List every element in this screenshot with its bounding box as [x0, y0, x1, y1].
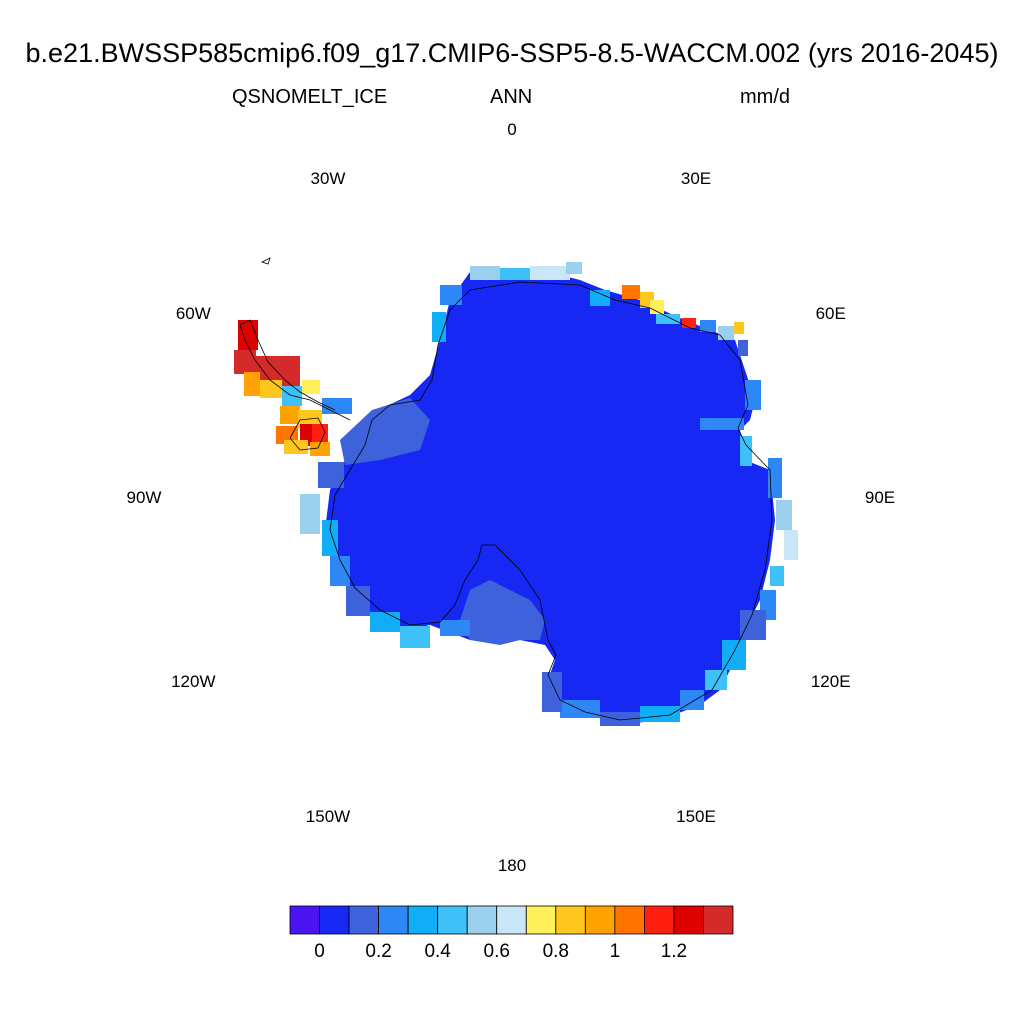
cell [432, 312, 446, 342]
colorbar-cell [525, 905, 557, 935]
colorbar-cells [289, 905, 734, 935]
coastal-cells [300, 262, 798, 726]
cell [622, 285, 640, 299]
longitude-label-90w: 90W [126, 488, 162, 507]
cell [734, 322, 744, 334]
cell [322, 520, 338, 556]
cell [282, 386, 302, 406]
period-label: ANN [490, 86, 533, 108]
colorbar-tick-label: 0.4 [424, 941, 451, 962]
cell [440, 285, 462, 305]
cell [745, 380, 761, 410]
cell [400, 626, 430, 648]
cell [680, 690, 704, 710]
cell [530, 266, 570, 280]
longitude-label-0: 0 [507, 120, 517, 139]
south-orkney-island [260, 257, 271, 265]
cell [370, 612, 400, 632]
colorbar-cell [378, 905, 409, 935]
cell [650, 300, 664, 314]
cell [500, 268, 530, 280]
colorbar-cell [289, 905, 320, 935]
colorbar-cell [496, 905, 527, 935]
longitude-label-180: 180 [497, 856, 527, 875]
coastlines [239, 257, 773, 721]
cell [600, 712, 640, 726]
cell [590, 290, 610, 306]
cell [700, 320, 716, 332]
cell [470, 266, 500, 280]
longitude-label-150e: 150E [676, 806, 716, 826]
cell [738, 340, 748, 356]
colorbar-cell [555, 905, 586, 935]
coastline-east [469, 281, 773, 721]
longitude-label-120w: 120W [171, 672, 216, 691]
colorbar-cell [466, 905, 498, 935]
cell [234, 350, 256, 374]
coastline-peninsula [239, 319, 351, 421]
longitude-label-30e: 30E [680, 169, 712, 189]
ice-sheet-interior [325, 270, 775, 725]
colorbar-cell [673, 905, 704, 935]
cell [318, 462, 344, 488]
cell [542, 672, 562, 712]
longitude-label-120e: 120E [810, 672, 851, 691]
cell [768, 458, 782, 498]
units-label: mm/d [740, 86, 790, 108]
cell [566, 262, 582, 274]
cell [740, 436, 752, 466]
colorbar-tick-label: 0.8 [542, 941, 570, 962]
cell [705, 670, 727, 690]
ice-sheet [325, 270, 775, 725]
colorbar-cell [644, 905, 675, 935]
cell [440, 620, 470, 636]
cell [276, 426, 298, 444]
longitude-label-60e: 60E [815, 304, 846, 323]
cell [682, 318, 696, 328]
cell [776, 500, 792, 530]
colorbar-cell [437, 905, 468, 935]
ross-shelf-block [460, 580, 545, 645]
coastline-ross [329, 469, 557, 656]
colorbar-tick-label: 1.2 [660, 941, 688, 962]
cell [740, 610, 766, 640]
cell [312, 424, 328, 442]
coastline-peninsula-inner [289, 417, 326, 451]
cell [330, 556, 350, 586]
colorbar-tick-label: 1 [609, 941, 621, 962]
cell [770, 566, 784, 586]
longitude-label-90e: 90E [864, 488, 896, 507]
colorbar-cell [614, 905, 645, 935]
colorbar-tick-label: 0 [314, 941, 325, 962]
cell [280, 406, 300, 424]
colorbar-tick-label: 0.6 [483, 941, 510, 962]
cell [784, 530, 798, 560]
cell [640, 706, 680, 722]
cell [718, 326, 734, 340]
colorbar-tick-label: 0.2 [365, 941, 392, 962]
coastline-weddell [349, 289, 471, 471]
weddell-shelf-block [340, 398, 430, 465]
cell [284, 440, 308, 454]
cell [700, 418, 744, 430]
cell [244, 372, 260, 396]
cell [656, 314, 680, 324]
colorbar-cell [407, 905, 439, 935]
colorbar-cell [348, 905, 380, 935]
longitude-label-30w: 30W [310, 169, 346, 189]
cell [310, 442, 330, 456]
chart-title: b.e21.BWSSP585cmip6.f09_g17.CMIP6-SSP5-8… [25, 38, 999, 68]
longitude-label-60w: 60W [175, 304, 211, 323]
cell [300, 494, 320, 534]
variable-label: QSNOMELT_ICE [232, 86, 388, 108]
colorbar-cell [319, 905, 350, 935]
colorbar-cell [584, 905, 616, 935]
longitude-label-150w: 150W [305, 806, 351, 826]
colorbar-cell [703, 905, 734, 935]
cell [302, 380, 320, 394]
